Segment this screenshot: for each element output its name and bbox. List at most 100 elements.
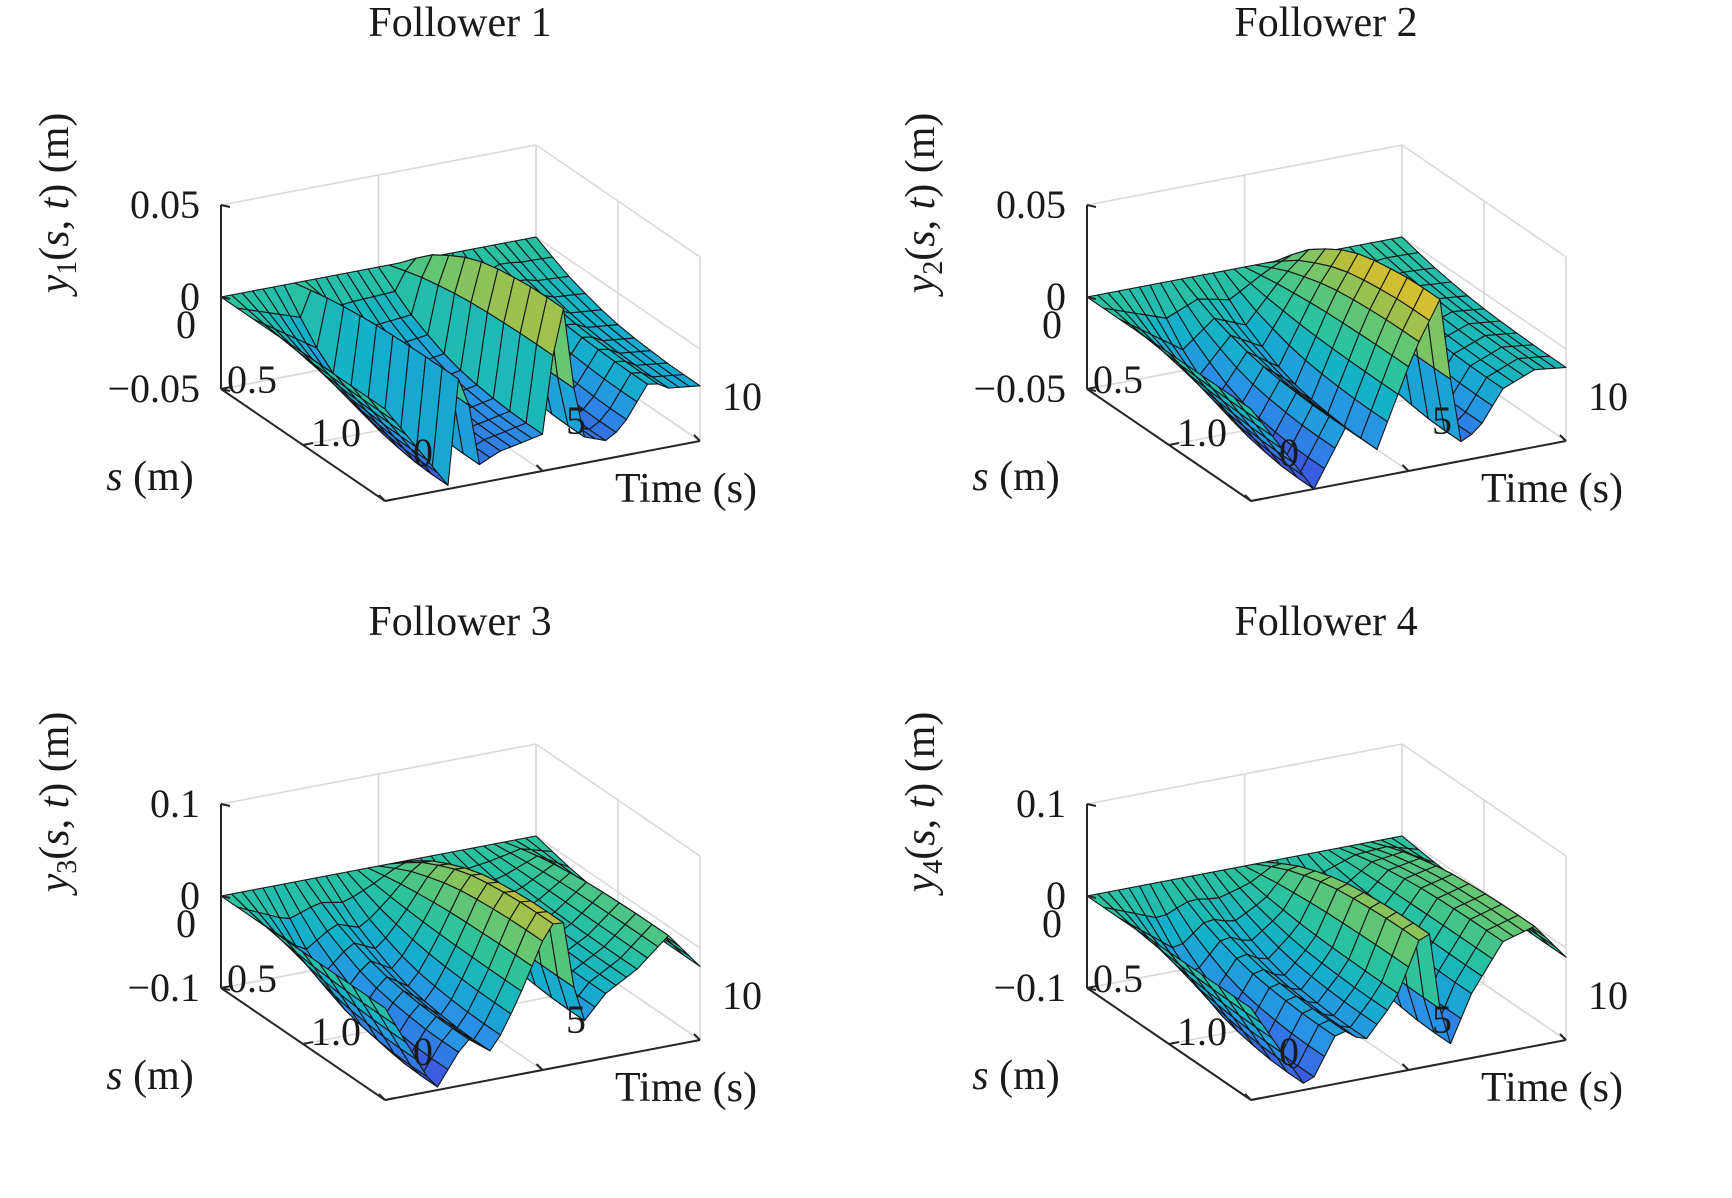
grid-line (220, 144, 537, 206)
s-tick-label: 1.0 (1177, 1009, 1227, 1054)
z-tick-mark (220, 803, 231, 807)
z-axis-label: y1(s, t) (m) (32, 113, 83, 298)
surface-plot: Follower 1 0.05 0 −0.05 0 0.5 1.0 0 5 10 s (m) Time… (32, 0, 762, 512)
z-tick-label: 0.05 (130, 182, 200, 227)
time-axis-label: Time (s) (1481, 1065, 1623, 1111)
s-tick-label: 0.5 (1093, 956, 1143, 1001)
s-tick-mark (1086, 386, 1098, 390)
grid-line (1086, 743, 1403, 805)
time-tick-label: 5 (566, 997, 586, 1042)
time-tick-label: 10 (722, 374, 762, 419)
surface-plot: Follower 2 0.05 0 −0.05 0 0.5 1.0 0 5 10 s (m) Time… (898, 0, 1628, 512)
z-tick-mark (220, 296, 231, 300)
axes (1086, 803, 1567, 1101)
time-tick-label: 5 (1432, 997, 1452, 1042)
time-axis-label: Time (s) (615, 1065, 757, 1111)
time-tick-label: 0 (1279, 430, 1299, 475)
grid-line (1401, 144, 1567, 258)
z-tick-mark (1086, 895, 1097, 899)
subplot-title: Follower 3 (368, 599, 551, 645)
s-tick-mark (1250, 498, 1262, 502)
grid-line (535, 743, 701, 857)
z-tick-mark (220, 895, 231, 899)
surface-patch (368, 996, 397, 1026)
time-tick-label: 0 (413, 1029, 433, 1074)
s-tick-mark (302, 442, 314, 446)
time-tick-label: 10 (1588, 973, 1628, 1018)
axes (220, 803, 701, 1101)
time-tick-mark (693, 1033, 701, 1041)
s-tick-label: 1.0 (311, 410, 361, 455)
z-tick-mark (1086, 296, 1097, 300)
surface (1086, 835, 1567, 1084)
z-tick-label: 0.1 (1016, 781, 1066, 826)
s-tick-mark (220, 386, 232, 390)
s-tick-label: 0 (176, 302, 196, 347)
time-tick-label: 10 (1588, 374, 1628, 419)
time-tick-mark (1559, 434, 1567, 442)
z-tick-label: 0 (1046, 873, 1066, 918)
z-axis-label: y4(s, t) (m) (898, 712, 949, 897)
s-tick-mark (1086, 985, 1098, 989)
z-tick-mark (1086, 803, 1097, 807)
time-tick-mark (535, 1063, 544, 1071)
time-tick-mark (693, 434, 701, 442)
s-tick-mark (1168, 1041, 1180, 1045)
time-tick-mark (378, 1093, 386, 1101)
subplot-follower-4: Follower 4 0.1 0 −0.1 0 0.5 1.0 0 5 10 s (m) Time (… (866, 599, 1732, 1198)
time-tick-mark (1401, 464, 1410, 472)
z-tick-label: −0.1 (993, 965, 1066, 1010)
z-tick-label: 0 (180, 873, 200, 918)
z-tick-label: −0.05 (107, 366, 200, 411)
s-axis-label: s (m) (972, 454, 1060, 500)
subplot-follower-3: Follower 3 0.1 0 −0.1 0 0.5 1.0 0 5 10 s (m) Time (… (0, 599, 866, 1198)
subplot-title: Follower 4 (1234, 599, 1417, 645)
grid-line (535, 236, 701, 350)
surface-patch (1234, 996, 1263, 1024)
surface-plot: Follower 4 0.1 0 −0.1 0 0.5 1.0 0 5 10 s (m) Time (… (898, 599, 1628, 1111)
s-tick-label: 0 (176, 901, 196, 946)
z-tick-label: 0.05 (996, 182, 1066, 227)
s-tick-label: 0 (1042, 901, 1062, 946)
s-tick-label: 0.5 (1093, 357, 1143, 402)
time-tick-mark (378, 494, 386, 502)
z-tick-label: 0.1 (150, 781, 200, 826)
s-tick-mark (1250, 1097, 1262, 1101)
z-tick-label: 0 (1046, 274, 1066, 319)
subplot-title: Follower 1 (368, 0, 551, 46)
z-axis-label: y2(s, t) (m) (898, 113, 949, 298)
z-tick-label: 0 (180, 274, 200, 319)
s-tick-mark (220, 985, 232, 989)
s-axis-label: s (m) (106, 454, 194, 500)
surface-patch (1234, 397, 1263, 423)
grid-line (220, 743, 537, 805)
z-axis-label: y3(s, t) (m) (32, 712, 83, 897)
time-tick-label: 5 (1432, 398, 1452, 443)
time-tick-label: 5 (566, 398, 586, 443)
surface (220, 835, 701, 1088)
grid-line (1086, 144, 1403, 206)
s-tick-label: 0.5 (227, 956, 277, 1001)
grid-line (1401, 236, 1567, 350)
time-tick-label: 10 (722, 973, 762, 1018)
s-axis-label: s (m) (106, 1053, 194, 1099)
subplot-title: Follower 2 (1234, 0, 1417, 46)
s-axis-label: s (m) (972, 1053, 1060, 1099)
surface (220, 236, 701, 486)
axes (220, 204, 701, 502)
grid-line (1401, 835, 1567, 949)
time-tick-mark (535, 464, 544, 472)
surface (1086, 236, 1567, 490)
s-tick-label: 1.0 (311, 1009, 361, 1054)
time-axis-label: Time (s) (1481, 466, 1623, 512)
surface-plot: Follower 3 0.1 0 −0.1 0 0.5 1.0 0 5 10 s (m) Time (… (32, 599, 762, 1111)
z-tick-label: −0.05 (973, 366, 1066, 411)
s-tick-mark (1168, 442, 1180, 446)
s-tick-mark (302, 1041, 314, 1045)
z-tick-label: −0.1 (127, 965, 200, 1010)
s-tick-mark (384, 1097, 396, 1101)
z-tick-mark (220, 204, 231, 208)
subplot-follower-2: Follower 2 0.05 0 −0.05 0 0.5 1.0 0 5 10 s (m) Time… (866, 0, 1732, 599)
s-tick-label: 1.0 (1177, 410, 1227, 455)
